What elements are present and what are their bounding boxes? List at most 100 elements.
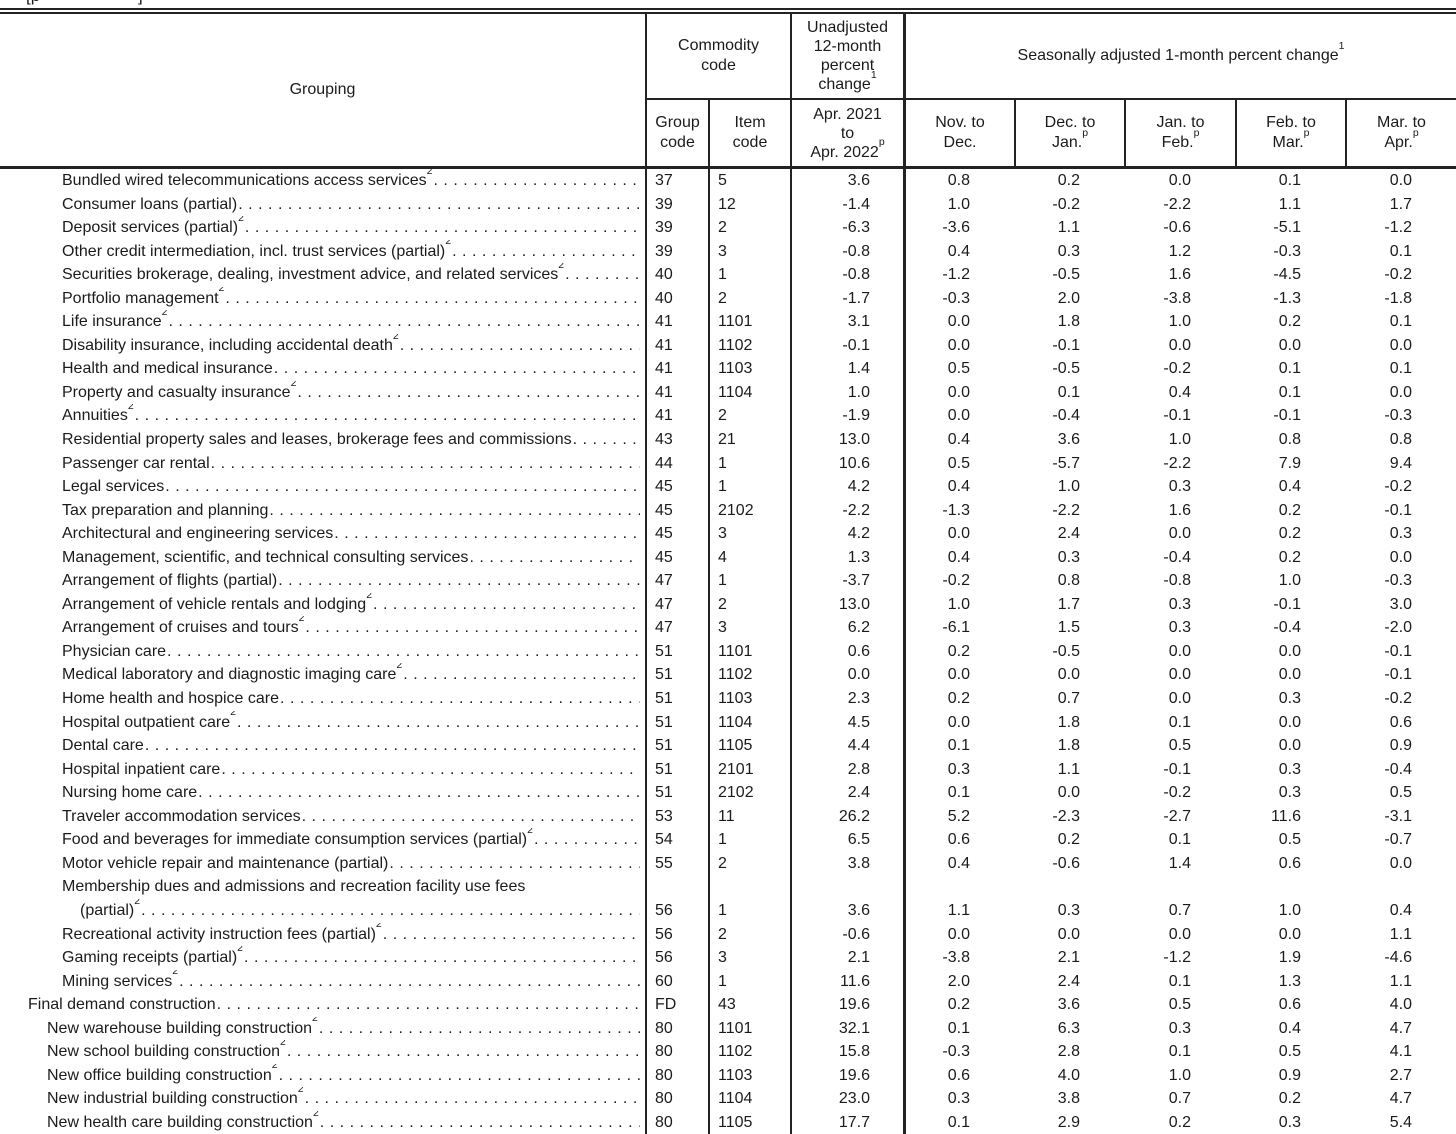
row-label-text: Hospital inpatient care — [62, 760, 221, 778]
unadjusted-12-month-header: Unadjusted 12-month percent change1 — [790, 14, 903, 100]
month-value: -0.3 — [942, 1043, 970, 1061]
unadjusted-12-month-cell: 23.0 — [790, 1087, 903, 1111]
row-label-line: Residential property sales and leases, b… — [0, 428, 640, 452]
month-value-cell: 0.0 — [1235, 923, 1345, 947]
month-value: 0.0 — [1278, 713, 1301, 731]
month-value-cell: 0.0 — [1124, 640, 1235, 664]
unadjusted-12-month-value: 2.8 — [847, 760, 870, 778]
row-label-line: Architectural and engineering services — [0, 522, 640, 546]
group-code-cell: 60 — [645, 969, 708, 994]
month-value-cell: -0.1 — [1235, 404, 1345, 428]
month-value-cell: 0.3 — [1235, 758, 1345, 782]
month-value: 0.1 — [1057, 383, 1080, 401]
month-value-cell: 0.3 — [1014, 240, 1124, 264]
footnote-ref: 2 — [426, 169, 433, 177]
dot-leader — [243, 946, 640, 970]
month-value: 0.4 — [1278, 1019, 1301, 1037]
month-value-cell: 0.6 — [1235, 852, 1345, 876]
group-code-value: 37 — [655, 172, 673, 189]
item-code-cell: 12 — [708, 192, 790, 217]
month-value-cell: 0.3 — [1124, 1017, 1235, 1041]
month-value-cell: -0.5 — [1014, 640, 1124, 664]
month-value: -4.5 — [1273, 266, 1301, 284]
row-label-cell: Arrangement of flights (partial) — [0, 569, 645, 593]
month-value-cell: 0.4 — [1235, 1017, 1345, 1041]
month-value-cell: 0.4 — [903, 239, 1014, 264]
unadjusted-12-month-value: 19.6 — [838, 1066, 870, 1084]
row-label-text: New industrial building construction2 — [47, 1087, 304, 1111]
unadjusted-12-month-cell: 3.8 — [790, 851, 903, 876]
table-row: Mining services2 60 1 11.6 2.0 2.4 0.1 1.3 1.1 — [0, 969, 1456, 994]
month-value-cell: 1.7 — [1345, 193, 1456, 217]
month-value: 0.2 — [1278, 1090, 1301, 1108]
month-value-cell: -0.3 — [903, 286, 1014, 311]
footnote-ref: 1 — [870, 68, 877, 81]
row-label-text: Arrangement of cruises and tours2 — [62, 616, 304, 640]
group-code-cell: 80 — [645, 1016, 708, 1041]
item-code-cell: 1 — [708, 475, 790, 499]
group-code-cell: 39 — [645, 239, 708, 264]
month-value-cell: 0.0 — [1345, 852, 1456, 876]
unadjusted-12-month-cell: 26.2 — [790, 804, 903, 829]
month-value-cell: -5.7 — [1014, 452, 1124, 476]
footnote-ref: 1 — [1338, 39, 1345, 52]
footnote-ref: 2 — [396, 663, 403, 672]
group-code-value: FD — [655, 996, 677, 1014]
group-code-value: 56 — [655, 949, 673, 967]
unadjusted-12-month-cell: 4.4 — [790, 734, 903, 758]
month-value: 3.0 — [1389, 595, 1412, 613]
row-label-cell: Management, scientific, and technical co… — [0, 546, 645, 570]
row-label-line: Membership dues and admissions and recre… — [0, 875, 640, 899]
month-value-cell: -3.1 — [1345, 805, 1456, 829]
month-value-cell: 0.3 — [1124, 616, 1235, 640]
month-value-cell: 3.0 — [1345, 593, 1456, 617]
group-code-cell: 39 — [645, 192, 708, 217]
month-value: 1.8 — [1057, 737, 1080, 755]
table-row: Home health and hospice care 51 1103 2.3 0.2… — [0, 687, 1456, 711]
month-value-cell: 0.1 — [1235, 169, 1345, 193]
row-label-cell: New office building construction2 — [0, 1064, 645, 1088]
table-row: Other credit intermediation, incl. trust… — [0, 239, 1456, 264]
row-label-text: New health care building construction2 — [47, 1111, 319, 1134]
unadjusted-12-month-cell: 15.8 — [790, 1040, 903, 1064]
item-code-value: 2 — [718, 854, 727, 872]
group-code-value: 44 — [655, 454, 673, 472]
month-value: -0.2 — [1163, 360, 1191, 378]
row-label-line: Motor vehicle repair and maintenance (pa… — [0, 852, 640, 876]
month-value: 4.0 — [1389, 996, 1412, 1014]
row-label-line: Hospital outpatient care2 — [0, 711, 640, 735]
month-value: 9.4 — [1389, 454, 1412, 472]
dot-leader — [399, 334, 640, 358]
month-value: -0.3 — [1273, 242, 1301, 260]
dot-leader — [220, 758, 640, 782]
table-header: Grouping Commodity code Unadjusted 12-mo… — [0, 14, 1456, 169]
month-value: 3.6 — [1057, 431, 1080, 449]
table-row: Arrangement of vehicle rentals and lodgi… — [0, 592, 1456, 617]
month-value: 0.0 — [1057, 925, 1080, 943]
dot-leader — [319, 1111, 640, 1134]
month-value-cell: 0.7 — [1124, 875, 1235, 922]
table-row: Tax preparation and planning 45 2102 -2.2 -1… — [0, 498, 1456, 523]
month-value: 0.0 — [1278, 666, 1301, 684]
row-label-cell: Deposit services (partial)2 — [0, 216, 645, 240]
month-value: 1.5 — [1057, 619, 1080, 637]
month-value-cell: 0.2 — [1124, 1111, 1235, 1134]
item-code-value: 2 — [718, 219, 727, 237]
month-value-cell: 0.3 — [1124, 475, 1235, 499]
month-value: 0.3 — [1168, 478, 1191, 496]
month-value: 0.4 — [947, 548, 970, 566]
month-header-line1: Jan. to — [1156, 114, 1205, 131]
month-value: 0.0 — [947, 525, 970, 543]
month-value-cell: -2.2 — [1124, 193, 1235, 217]
row-label-text: Portfolio management2 — [62, 287, 224, 311]
group-code-cell: FD — [645, 993, 708, 1017]
item-code-cell: 4 — [708, 545, 790, 570]
row-label-line: Gaming receipts (partial)2 — [0, 946, 640, 970]
month-value: 1.0 — [1168, 431, 1191, 449]
clipped-text-fragment: [p — [26, 0, 40, 6]
month-value-cell: 0.1 — [1345, 357, 1456, 381]
month-value-cell: 1.1 — [903, 875, 1014, 923]
month-value: 0.3 — [1057, 548, 1080, 566]
month-value: -2.0 — [1384, 619, 1412, 637]
